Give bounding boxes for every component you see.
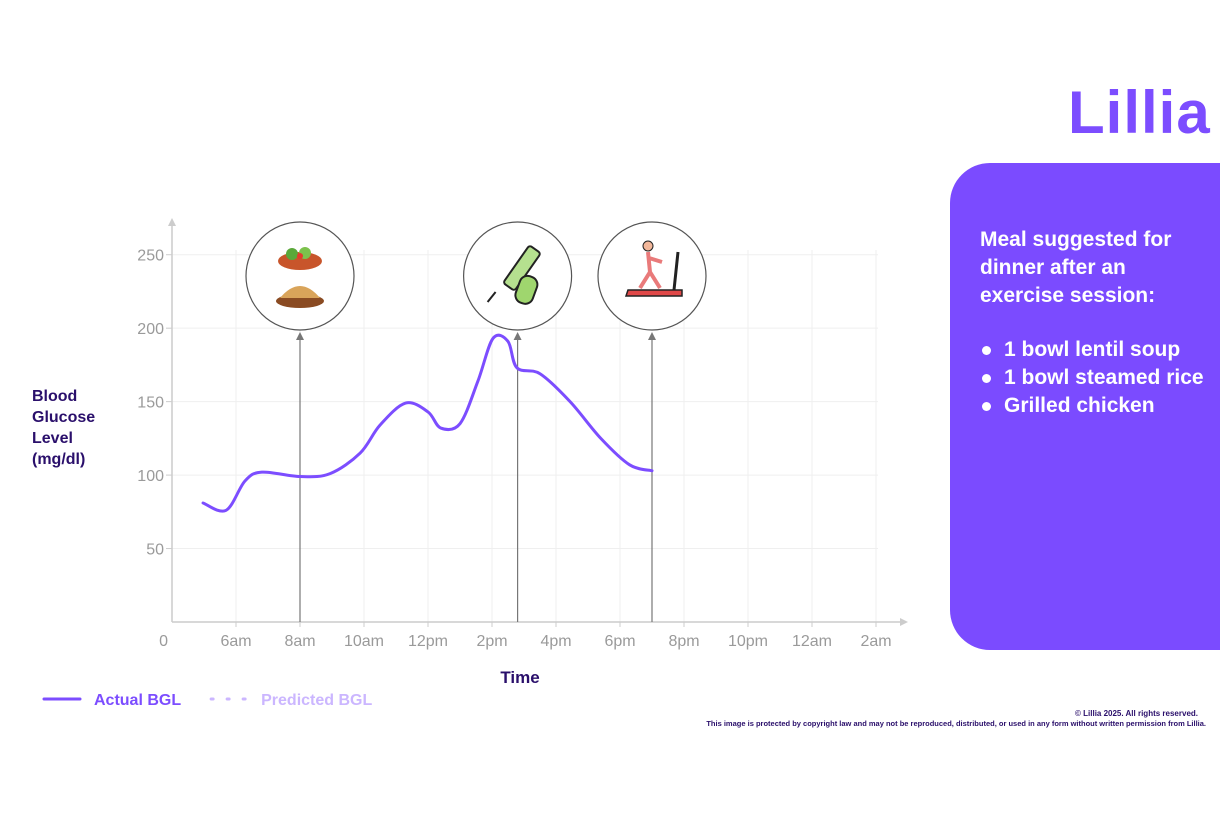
x-tick-label: 6pm	[604, 633, 635, 650]
event-icon	[276, 247, 324, 308]
x-tick-label: 10am	[344, 633, 384, 650]
icon-part	[672, 251, 680, 291]
event-icon	[486, 245, 541, 305]
x-tick-label: 2pm	[476, 633, 507, 650]
legend-label: Predicted BGL	[261, 692, 372, 709]
x-tick-label: 10pm	[728, 633, 768, 650]
y-tick-label: 100	[137, 468, 164, 485]
panel-item: 1 bowl steamed rice	[980, 364, 1205, 392]
brand-logo: Lillia	[1068, 79, 1211, 146]
y-axis-label: Blood Glucose Level (mg/dl)	[32, 388, 96, 468]
icon-part	[624, 289, 683, 297]
copyright: © Lillia 2025. All rights reserved.	[1075, 709, 1198, 718]
icon-part	[280, 286, 320, 298]
panel-item: 1 bowl lentil soup	[980, 336, 1205, 364]
suggestion-panel	[950, 163, 1220, 650]
event-arrow	[296, 332, 304, 340]
y-tick-label: 50	[146, 542, 164, 559]
y-tick-label: 150	[137, 395, 164, 412]
y-tick-label: 0	[159, 633, 168, 650]
panel-item: Grilled chicken	[980, 392, 1205, 420]
y-axis-arrow	[168, 218, 176, 226]
icon-part	[286, 248, 298, 260]
icon-part	[638, 251, 663, 290]
icon-part	[297, 253, 303, 259]
x-tick-label: 8am	[284, 633, 315, 650]
x-tick-label: 4pm	[540, 633, 571, 650]
event-icon	[624, 240, 683, 297]
icon-part	[514, 274, 539, 305]
event-arrow	[648, 332, 656, 340]
x-axis-label: Time	[500, 668, 540, 687]
icon-part	[486, 291, 497, 303]
panel-list: 1 bowl lentil soup 1 bowl steamed rice Gri…	[980, 336, 1205, 420]
y-tick-label: 200	[137, 321, 164, 338]
x-axis-arrow	[900, 618, 908, 626]
panel-heading: Meal suggested for dinner after an exerc…	[980, 228, 1172, 307]
y-tick-label: 250	[137, 248, 164, 265]
x-tick-label: 8pm	[668, 633, 699, 650]
x-tick-label: 2am	[860, 633, 891, 650]
icon-part	[642, 240, 654, 252]
event-arrow	[513, 332, 522, 340]
legend-label: Actual BGL	[94, 692, 181, 709]
x-tick-label: 6am	[220, 633, 251, 650]
x-tick-label: 12pm	[408, 633, 448, 650]
x-tick-label: 12am	[792, 633, 832, 650]
copyright-notice: This image is protected by copyright law…	[706, 719, 1206, 728]
series-line	[201, 333, 654, 513]
icon-part	[503, 245, 541, 291]
event-icon-circle	[245, 221, 355, 331]
